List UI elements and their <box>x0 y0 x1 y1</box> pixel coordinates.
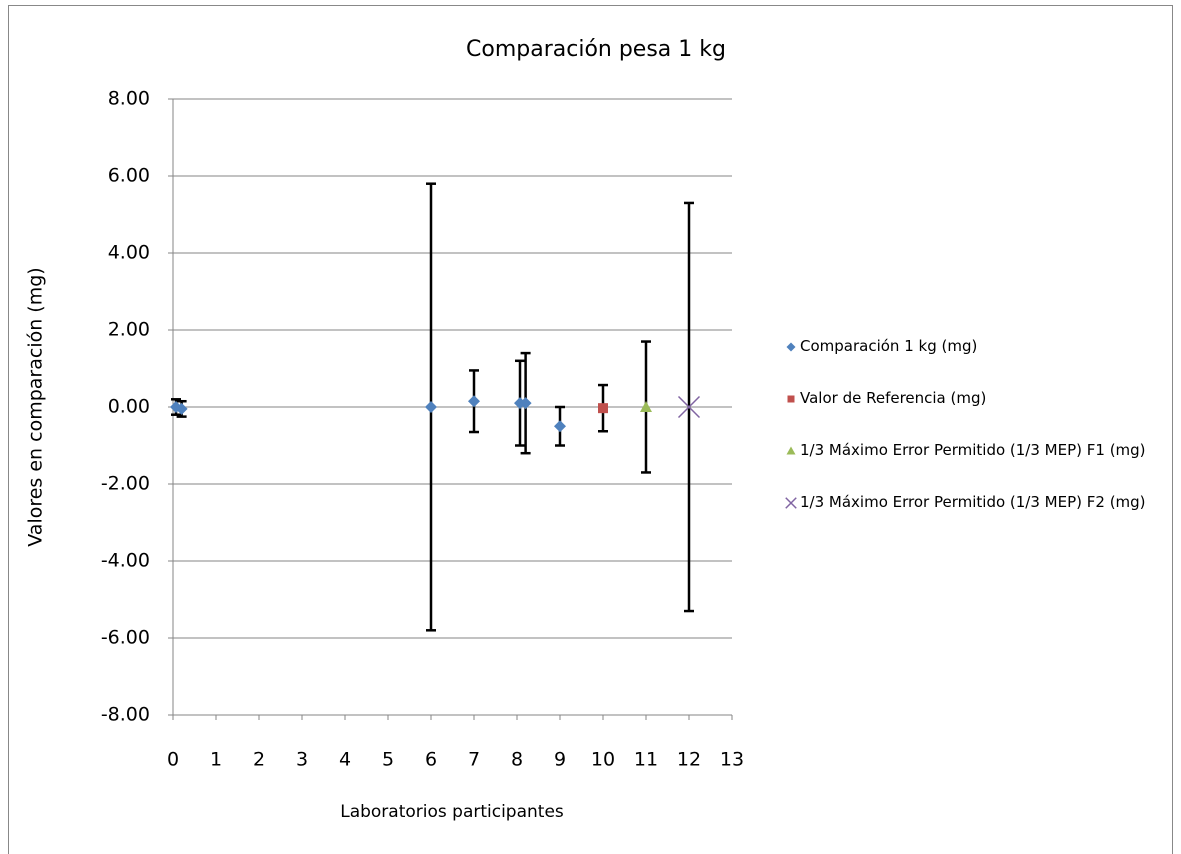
x-tick-label: 13 <box>720 749 744 771</box>
marker <box>554 420 566 433</box>
x-tick-label: 12 <box>677 749 701 771</box>
marker <box>640 401 652 412</box>
x-tick-label: 4 <box>339 749 351 771</box>
legend-marker <box>786 446 796 455</box>
marker <box>677 395 701 419</box>
x-tick-label: 7 <box>468 749 480 771</box>
marker <box>786 342 796 352</box>
x-tick-label: 9 <box>554 749 566 771</box>
legend-label: 1/3 Máximo Error Permitido (1/3 MEP) F1 … <box>800 441 1146 459</box>
y-tick-label: 8.00 <box>108 88 150 110</box>
legend-entry: Comparación 1 kg (mg) <box>785 335 1170 357</box>
x-tick-label: 1 <box>210 749 222 771</box>
legend-label: Comparación 1 kg (mg) <box>800 337 978 355</box>
x-axis-title: Laboratorios participantes <box>340 802 564 822</box>
y-tick-label: -2.00 <box>101 473 150 495</box>
marker <box>519 397 532 410</box>
x-tick-label: 8 <box>511 749 523 771</box>
legend: Comparación 1 kg (mg) Valor de Referencia… <box>785 335 1170 513</box>
legend-label: Valor de Referencia (mg) <box>800 389 987 407</box>
y-tick-label: -6.00 <box>101 627 150 649</box>
y-tick-label: 0.00 <box>108 396 150 418</box>
y-tick-label: 4.00 <box>108 242 150 264</box>
marker <box>785 497 797 509</box>
legend-entry: 1/3 Máximo Error Permitido (1/3 MEP) F2 … <box>785 491 1170 513</box>
y-tick-label: -4.00 <box>101 550 150 572</box>
y-tick-label: 6.00 <box>108 165 150 187</box>
marker <box>425 401 437 413</box>
legend-marker <box>785 497 797 509</box>
marker <box>786 446 796 455</box>
marker <box>468 395 480 408</box>
marker <box>598 403 608 414</box>
legend-marker <box>787 395 795 403</box>
x-tick-label: 0 <box>167 749 179 771</box>
legend-marker <box>786 342 796 352</box>
y-tick-label: -8.00 <box>101 704 150 726</box>
x-tick-label: 6 <box>425 749 437 771</box>
x-tick-label: 5 <box>382 749 394 771</box>
x-tick-label: 10 <box>591 749 615 771</box>
chart-border <box>8 5 1173 854</box>
y-axis-title: Valores en comparación (mg) <box>25 267 47 546</box>
y-tick-label: 2.00 <box>108 319 150 341</box>
marker <box>787 395 795 403</box>
x-tick-label: 11 <box>634 749 658 771</box>
legend-entry: Valor de Referencia (mg) <box>785 387 1170 409</box>
legend-entry: 1/3 Máximo Error Permitido (1/3 MEP) F1 … <box>785 439 1170 461</box>
x-tick-label: 3 <box>296 749 308 771</box>
x-tick-label: 2 <box>253 749 265 771</box>
marker <box>175 402 188 415</box>
legend-label: 1/3 Máximo Error Permitido (1/3 MEP) F2 … <box>800 493 1146 511</box>
chart-title: Comparación pesa 1 kg <box>466 37 726 62</box>
